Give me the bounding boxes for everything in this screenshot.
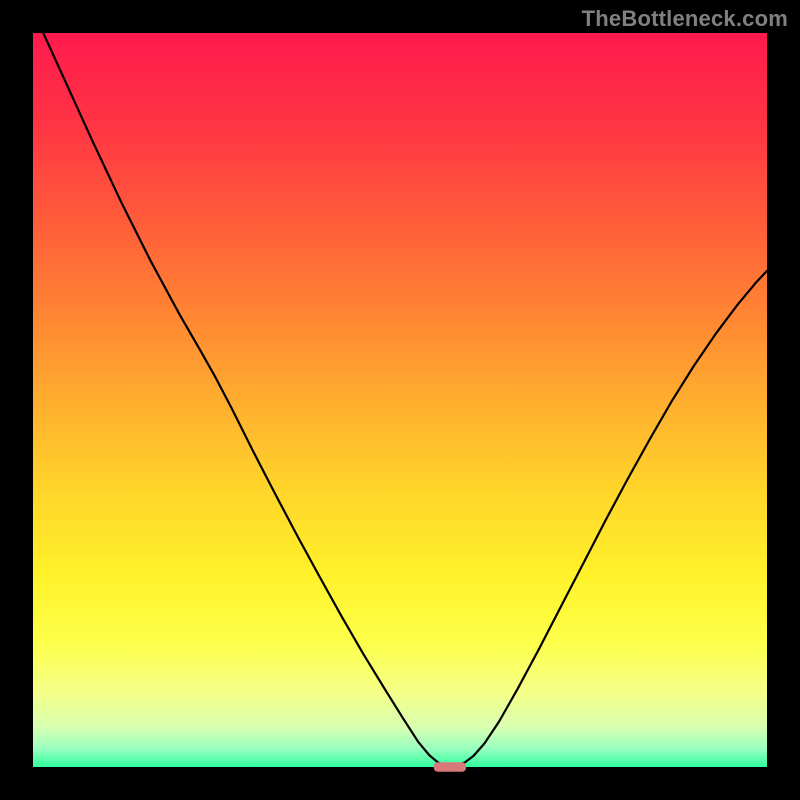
- chart-container: TheBottleneck.com: [0, 0, 800, 800]
- watermark-text: TheBottleneck.com: [582, 6, 788, 32]
- optimum-marker: [434, 762, 466, 772]
- chart-svg: [0, 0, 800, 800]
- plot-background: [33, 33, 767, 767]
